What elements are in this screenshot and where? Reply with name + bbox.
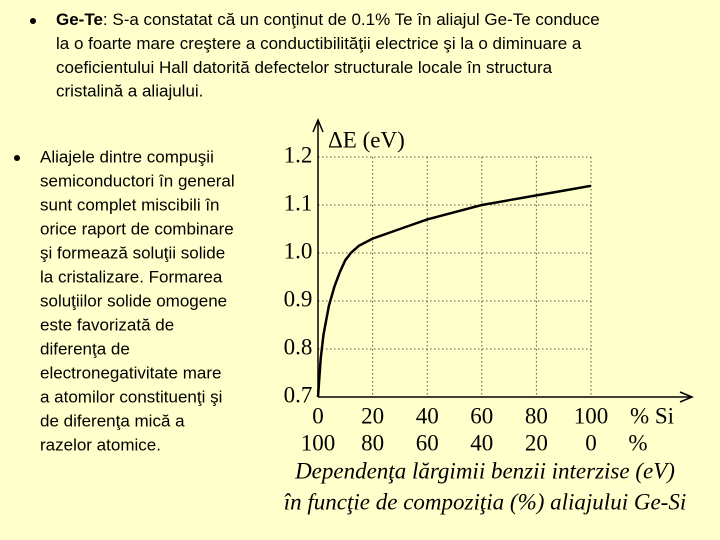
x-tick-label: 80	[525, 403, 548, 428]
y-tick-label: 1.2	[284, 142, 313, 167]
bullet-dot	[30, 18, 36, 24]
x2-tick-label: 0	[585, 430, 597, 455]
bullet-line: la cristalizare. Formarea	[40, 267, 223, 286]
bullet-line: orice raport de combinare	[40, 219, 234, 238]
data-line	[316, 184, 592, 398]
bullet-line: de diferenţa mică a	[40, 411, 185, 430]
chart-caption: Dependenţa lărgimii benzii interzise (eV…	[294, 458, 675, 483]
y-tick-label: 1.1	[284, 190, 313, 215]
chart-caption: în funcţie de compoziţia (%) aliajului G…	[284, 489, 686, 514]
x-tick-label: 40	[416, 403, 439, 428]
bullet-line: cristalină a aliajului.	[56, 82, 203, 101]
x2-tick-label: 80	[361, 430, 384, 455]
bullet-line: Aliajele dintre compuşii	[40, 147, 214, 166]
bullet-line: la o foarte mare creştere a conductibili…	[56, 34, 582, 53]
bullet-line: : S-a constatat că un conţinut de 0.1% T…	[103, 10, 600, 29]
x2-tick-label: 100	[301, 430, 336, 455]
y-tick-label: 0.9	[284, 286, 313, 311]
x-tick-label: 0	[312, 403, 324, 428]
x-tick-label: 60	[470, 403, 493, 428]
bullet-line: razelor atomice.	[40, 435, 161, 454]
y-axis-arrow	[312, 118, 324, 133]
x-tick-label: 20	[361, 403, 384, 428]
x-tick-label: 100	[574, 403, 609, 428]
x-axis-arrow	[679, 391, 694, 403]
y-tick-label: 1.0	[284, 238, 313, 263]
x2-tick-label: 40	[470, 430, 493, 455]
bullet-line: a atomilor constituenţi şi	[40, 387, 222, 406]
bullet-line: electronegativitate mare	[40, 363, 221, 382]
bullet-line: şi formează soluţii solide	[40, 243, 225, 262]
x2-tick-label: 20	[525, 430, 548, 455]
bullet-line: este favorizată de	[40, 315, 174, 334]
x-axis-label: % Si	[630, 403, 674, 428]
bullet-line: coeficientului Hall datorită defectelor …	[56, 58, 553, 77]
x2-axis-label: %	[628, 430, 647, 455]
bullet-text: Ge-Te: S-a constatat că un conţinut de 0…	[56, 10, 600, 29]
y-tick-label: 0.8	[284, 334, 313, 359]
x2-tick-label: 60	[416, 430, 439, 455]
bullet-line: soluţiilor solide omogene	[40, 291, 227, 310]
y-tick-label: 0.7	[284, 382, 313, 407]
bullet-line: sunt complet miscibili în	[40, 195, 220, 214]
bullet-dot	[14, 155, 20, 161]
y-axis-label: ΔE (eV)	[328, 127, 405, 152]
bullet-line: semiconductori în general	[40, 171, 235, 190]
bullet-line: diferenţa de	[40, 339, 130, 358]
bullet-term: Ge-Te	[56, 10, 103, 29]
